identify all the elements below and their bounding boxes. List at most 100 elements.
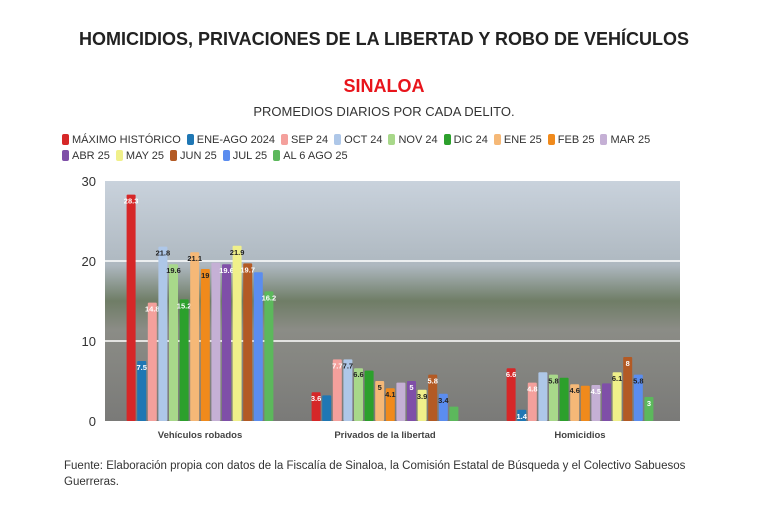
bar <box>417 389 427 421</box>
source-note: Fuente: Elaboración propia con datos de … <box>64 460 686 488</box>
bar <box>147 302 157 421</box>
x-tick-label: Homicidios <box>554 430 605 441</box>
bar <box>332 359 342 421</box>
data-label: 28.3 <box>124 197 139 206</box>
bar <box>517 409 527 421</box>
data-label: 3.6 <box>311 394 321 403</box>
chart-region: SINALOA <box>343 76 425 96</box>
legend: MÁXIMO HISTÓRICO ENE-AGO 2024 SEP 24 OCT 24… <box>62 132 702 164</box>
bar <box>538 372 548 421</box>
bar <box>264 291 274 421</box>
legend-swatch <box>170 150 178 161</box>
data-label: 6.6 <box>353 370 363 379</box>
legend-label: JUL 25 <box>232 150 268 162</box>
bar <box>644 397 654 421</box>
bar <box>570 384 580 421</box>
data-label: 3.4 <box>438 396 449 405</box>
legend-item: NOV 24 <box>388 132 438 148</box>
y-tick-label: 10 <box>82 334 96 349</box>
bar <box>591 385 601 421</box>
legend-item: OCT 24 <box>334 132 382 148</box>
bar <box>158 246 168 421</box>
data-label: 5 <box>378 383 382 392</box>
bar <box>322 395 332 421</box>
data-label: 7.5 <box>136 363 146 372</box>
bar <box>375 381 385 421</box>
bar <box>222 264 231 421</box>
data-label: 19.6 <box>219 266 234 275</box>
data-label: 7.7 <box>332 361 342 370</box>
bar <box>396 382 406 421</box>
data-label: 6.1 <box>612 374 622 383</box>
legend-swatch <box>273 150 281 161</box>
bar <box>506 368 516 421</box>
bar <box>527 382 537 421</box>
bar <box>253 272 263 421</box>
legend-label: MAR 25 <box>610 134 651 146</box>
data-label: 5.8 <box>427 377 437 386</box>
bar <box>633 374 643 421</box>
bar <box>385 388 395 421</box>
legend-swatch <box>62 150 69 161</box>
x-tick-label: Privados de la libertad <box>334 430 436 441</box>
data-label: 19 <box>201 271 209 280</box>
bar <box>311 392 321 421</box>
legend-label: DIC 24 <box>453 134 488 146</box>
data-label: 21.8 <box>156 249 171 258</box>
legend-item: MÁXIMO HISTÓRICO <box>62 132 181 148</box>
data-label: 5 <box>409 383 413 392</box>
data-label: 4.6 <box>569 386 579 395</box>
legend-swatch <box>115 150 123 161</box>
bar <box>200 269 210 421</box>
legend-label: OCT 24 <box>344 134 383 146</box>
data-label: 21.9 <box>230 248 245 257</box>
legend-label: ABR 25 <box>72 150 110 162</box>
data-label: 1.4 <box>516 412 527 421</box>
data-label: 6.6 <box>506 370 516 379</box>
bar <box>190 252 200 421</box>
legend-swatch <box>334 134 342 145</box>
legend-label: ENE-AGO 2024 <box>196 134 276 146</box>
bar <box>126 194 136 421</box>
bar <box>580 385 590 421</box>
legend-swatch <box>281 134 289 145</box>
data-label: 19.6 <box>166 266 181 275</box>
bar <box>602 383 611 421</box>
data-label: 3 <box>647 399 651 408</box>
bar <box>179 299 189 421</box>
bar <box>364 370 374 421</box>
data-label: 5.8 <box>548 377 558 386</box>
legend-item: ENE-AGO 2024 <box>186 132 276 148</box>
legend-item: FEB 25 <box>547 132 594 148</box>
data-label: 3.9 <box>417 392 427 401</box>
legend-swatch <box>222 150 230 161</box>
x-tick-label: Vehículos robados <box>158 430 242 441</box>
data-label: 14.8 <box>145 305 160 314</box>
bar <box>169 264 178 421</box>
bar <box>549 374 558 421</box>
legend-swatch <box>547 134 555 145</box>
chart-subtitle: PROMEDIOS DIARIOS POR CADA DELITO. <box>253 104 515 119</box>
bar <box>623 357 633 421</box>
bar <box>559 377 569 421</box>
data-label: 15.2 <box>177 301 192 310</box>
bar <box>354 368 363 421</box>
y-tick-label: 0 <box>89 414 96 429</box>
data-label: 4.5 <box>591 387 601 396</box>
data-label: 8 <box>626 359 630 368</box>
legend-label: AL 6 AGO 25 <box>283 150 348 162</box>
data-label: 4.8 <box>527 385 537 394</box>
legend-swatch <box>600 134 608 145</box>
bar <box>438 393 448 421</box>
legend-label: NOV 24 <box>398 134 438 146</box>
legend-item: JUN 25 <box>170 148 217 164</box>
legend-item: MAY 25 <box>115 148 165 164</box>
legend-label: MAY 25 <box>125 150 165 162</box>
y-tick-label: 20 <box>82 254 96 269</box>
chart-title: HOMICIDIOS, PRIVACIONES DE LA LIBERTAD Y… <box>78 29 690 49</box>
legend-swatch <box>388 134 396 145</box>
legend-item: ABR 25 <box>62 148 110 164</box>
bar <box>243 263 253 421</box>
legend-label: MÁXIMO HISTÓRICO <box>72 134 181 146</box>
